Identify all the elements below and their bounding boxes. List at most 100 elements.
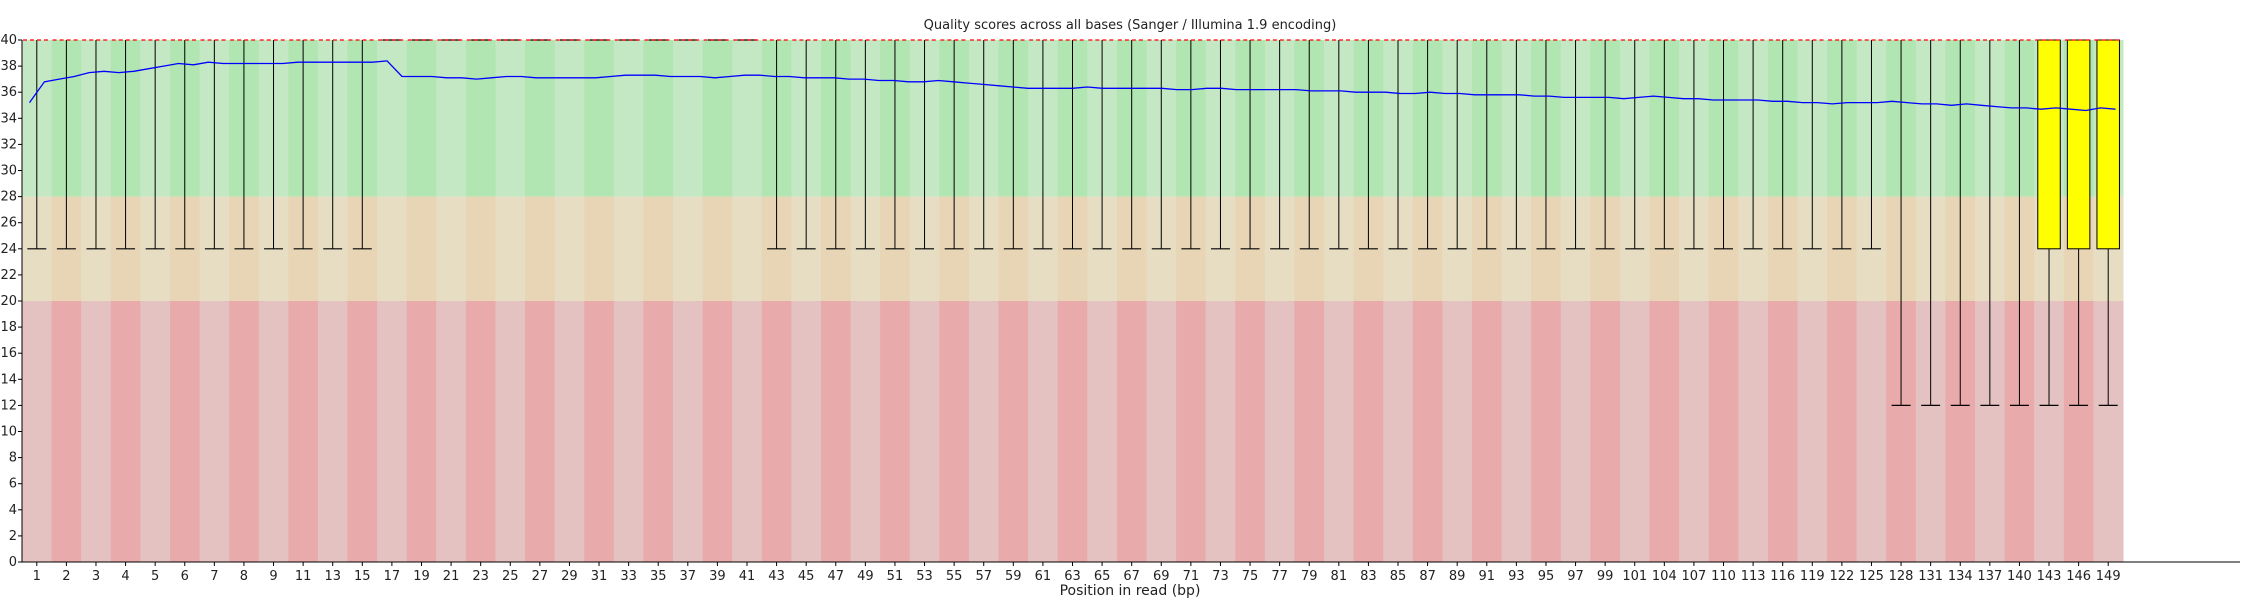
band-poor-6	[199, 301, 230, 562]
band-poor-28	[850, 301, 881, 562]
x-tick-label-75: 75	[1242, 569, 1259, 584]
x-tick-label-8: 8	[240, 569, 248, 584]
band-good-20	[613, 40, 644, 197]
box-68	[2037, 39, 2061, 250]
x-tick-label-128: 128	[1889, 569, 1914, 584]
band-reasonable-23	[702, 196, 733, 301]
band-poor-51	[1531, 301, 1562, 562]
x-tick-label-25: 25	[502, 569, 519, 584]
x-tick-label-53: 53	[916, 569, 933, 584]
band-poor-47	[1412, 301, 1443, 562]
band-poor-24	[732, 301, 763, 562]
y-tick-label-34: 34	[0, 111, 17, 126]
x-tick-label-146: 146	[2066, 569, 2091, 584]
band-poor-1	[51, 301, 82, 562]
band-good-13	[406, 40, 437, 197]
x-tick-label-51: 51	[887, 569, 904, 584]
band-good-14	[436, 40, 467, 197]
band-poor-5	[169, 301, 201, 562]
x-tick-label-107: 107	[1682, 569, 1707, 584]
band-good-15	[465, 40, 496, 197]
x-tick-label-69: 69	[1153, 569, 1170, 584]
box-69	[2066, 39, 2091, 250]
x-tick-label-140: 140	[2007, 569, 2032, 584]
x-tick-label-87: 87	[1419, 569, 1436, 584]
band-good-19	[584, 40, 615, 197]
x-tick-label-33: 33	[620, 569, 637, 584]
band-poor-26	[791, 301, 822, 562]
band-poor-45	[1353, 301, 1384, 562]
band-poor-48	[1442, 301, 1473, 562]
band-poor-19	[584, 301, 615, 562]
band-reasonable-24	[732, 196, 763, 301]
band-reasonable-14	[436, 196, 467, 301]
x-tick-label-81: 81	[1331, 569, 1348, 584]
y-tick-label-26: 26	[0, 216, 17, 231]
y-tick-label-38: 38	[0, 59, 17, 74]
band-poor-49	[1471, 301, 1503, 562]
x-tick-label-4: 4	[121, 569, 129, 584]
y-tick-label-24: 24	[0, 242, 17, 257]
x-tick-label-137: 137	[1977, 569, 2002, 584]
x-tick-label-149: 149	[2096, 569, 2121, 584]
x-tick-label-21: 21	[443, 569, 460, 584]
band-poor-34	[1028, 301, 1059, 562]
band-poor-58	[1738, 301, 1769, 562]
x-tick-label-19: 19	[413, 569, 430, 584]
x-tick-label-131: 131	[1918, 569, 1943, 584]
x-tick-label-39: 39	[709, 569, 726, 584]
x-tick-label-93: 93	[1508, 569, 1525, 584]
band-poor-9	[288, 301, 319, 562]
box-70	[2096, 39, 2120, 250]
x-tick-label-17: 17	[384, 569, 401, 584]
x-tick-label-134: 134	[1948, 569, 1973, 584]
boxes	[2037, 39, 2120, 250]
x-tick-label-67: 67	[1123, 569, 1140, 584]
x-tick-label-37: 37	[680, 569, 697, 584]
band-poor-29	[880, 301, 911, 562]
band-reasonable-16	[495, 196, 526, 301]
x-tick-label-27: 27	[532, 569, 549, 584]
x-tick-label-95: 95	[1538, 569, 1555, 584]
y-tick-label-8: 8	[9, 451, 17, 466]
x-tick-label-29: 29	[561, 569, 578, 584]
band-reasonable-20	[613, 196, 644, 301]
x-ticks: 1 2 3 4 5 6 7 8 9 11 13 15 17 19 21 23 25 27 29 31 33 35 37 39 4…	[33, 562, 2121, 584]
band-poor-10	[317, 301, 349, 562]
band-poor-17	[525, 301, 556, 562]
x-tick-label-143: 143	[2037, 569, 2062, 584]
x-tick-label-73: 73	[1212, 569, 1229, 584]
band-good-22	[673, 40, 704, 197]
band-poor-23	[702, 301, 733, 562]
band-poor-8	[258, 301, 289, 562]
x-tick-label-1: 1	[33, 569, 41, 584]
band-poor-27	[820, 301, 852, 562]
band-poor-12	[377, 301, 408, 562]
x-tick-label-71: 71	[1183, 569, 1200, 584]
x-tick-label-43: 43	[768, 569, 785, 584]
band-poor-21	[643, 301, 674, 562]
x-tick-label-91: 91	[1479, 569, 1496, 584]
y-tick-label-18: 18	[0, 320, 17, 335]
band-poor-52	[1560, 301, 1591, 562]
mean-line	[28, 60, 2116, 112]
band-reasonable-18	[554, 196, 585, 301]
band-poor-14	[436, 301, 467, 562]
y-tick-label-36: 36	[0, 85, 17, 100]
y-tick-label-28: 28	[0, 190, 17, 205]
x-tick-label-2: 2	[62, 569, 70, 584]
y-tick-label-2: 2	[9, 529, 17, 544]
x-tick-label-7: 7	[210, 569, 218, 584]
x-tick-label-99: 99	[1597, 569, 1614, 584]
band-good-24	[732, 40, 763, 197]
band-poor-31	[939, 301, 970, 562]
whiskers	[27, 39, 2118, 406]
x-tick-label-3: 3	[92, 569, 100, 584]
x-tick-label-41: 41	[739, 569, 756, 584]
x-tick-label-125: 125	[1859, 569, 1884, 584]
band-poor-50	[1501, 301, 1532, 562]
y-tick-label-14: 14	[0, 372, 17, 387]
chart-title: Quality scores across all bases (Sanger …	[924, 18, 1337, 33]
x-tick-label-63: 63	[1064, 569, 1081, 584]
x-tick-label-61: 61	[1035, 569, 1052, 584]
